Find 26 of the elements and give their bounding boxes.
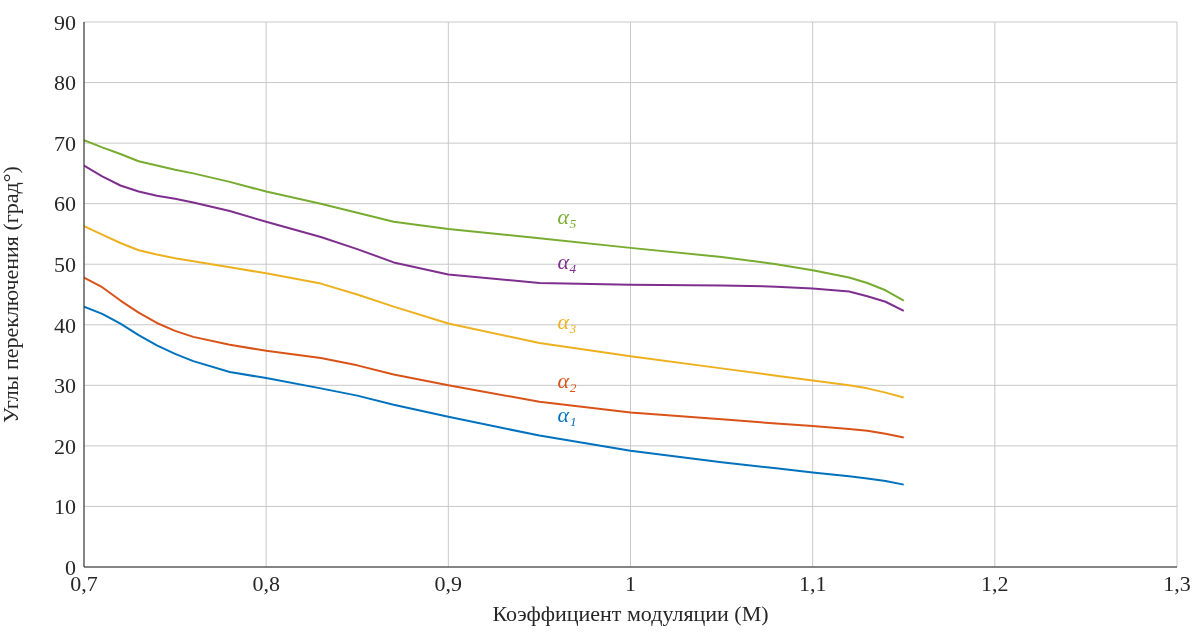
y-tick-label: 90 xyxy=(54,9,76,35)
x-tick-label: 1 xyxy=(625,570,636,596)
y-tick-label: 80 xyxy=(54,70,76,96)
series-label: α₅ xyxy=(557,204,577,230)
y-tick-label: 30 xyxy=(54,373,76,399)
line-series xyxy=(84,139,905,302)
y-tick-label: 50 xyxy=(54,252,76,278)
y-tick-label: 70 xyxy=(54,130,76,156)
x-tick-label: 1,2 xyxy=(981,570,1009,596)
line-series xyxy=(84,276,905,439)
x-tick-label: 1,1 xyxy=(798,570,827,596)
x-tick-label: 0,8 xyxy=(252,570,280,596)
x-tick-label: 1,3 xyxy=(1163,570,1191,596)
y-axis-title: Углы переключения (град°) xyxy=(0,166,23,423)
line-series xyxy=(84,164,905,312)
series-label: α₄ xyxy=(557,248,577,274)
series-label: α₁ xyxy=(557,401,577,427)
y-tick-label: 20 xyxy=(54,433,76,459)
series-label: α₂ xyxy=(557,367,577,393)
y-tick-label: 60 xyxy=(54,191,76,217)
line-series xyxy=(84,305,905,486)
x-axis-title: Коэффициент модуляции (M) xyxy=(492,601,769,626)
y-tick-label: 10 xyxy=(54,494,76,520)
y-tick-label: 40 xyxy=(54,312,76,338)
x-tick-label: 0,9 xyxy=(434,570,463,596)
series-label: α₃ xyxy=(557,308,577,334)
